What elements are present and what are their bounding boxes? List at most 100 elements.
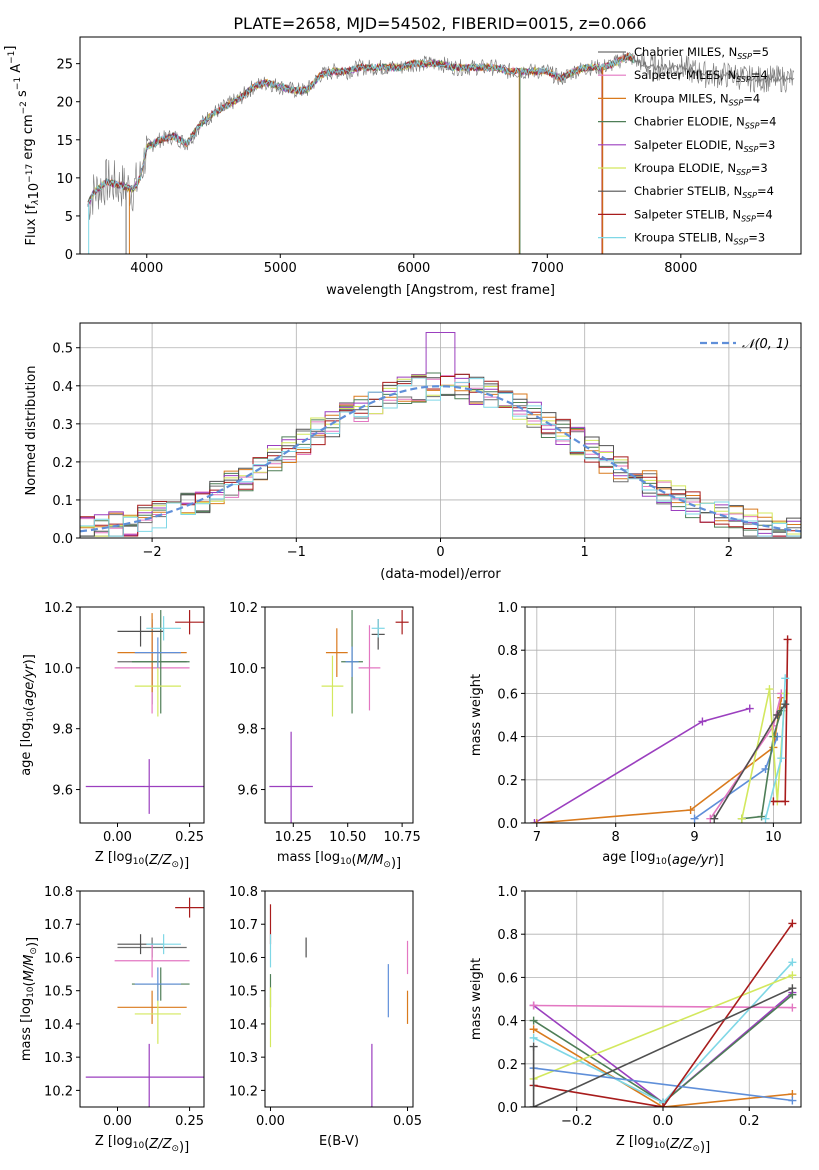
x-tick-label: 10.50 [329,830,366,845]
y-tick-label: 0.4 [497,1015,518,1030]
y-axis-label: mass weight [469,958,484,1040]
panel-age-vs-mass: 10.25 10.50 10.75 9.6 9.8 10.0 10.2 mass [log10… [229,601,421,871]
y-axis-label: Flux [fλ10−17 erg cm−2 s−1 A−1] [3,46,42,246]
x-tick-label: 8 [612,830,620,845]
x-tick-label: 0.00 [103,830,132,845]
y-tick-label: 0.5 [52,342,73,357]
plot-area [85,610,204,814]
plot-area [525,607,801,823]
panel-weight-vs-Z: −0.2 0.0 0.2 0.0 0.2 0.4 0.6 0.8 1.0 Z [log10(Z/Z… [469,885,802,1155]
weight-marker [698,717,707,726]
errorbar-point [395,610,409,635]
y-tick-label: 9.6 [237,784,258,799]
weight-marker [529,1103,538,1107]
weight-marker [788,919,797,928]
weight-marker [532,819,541,823]
y-tick-label: 0.4 [52,380,73,395]
errorbar-point [117,616,164,647]
y-tick-label: 20 [56,96,73,111]
errorbar-point [85,759,204,814]
errorbar-point [321,655,344,717]
y-tick-label: 10.2 [44,1084,73,1099]
y-tick-label: 10.2 [229,1084,258,1099]
spectrum-legend: Chabrier MILES, NSSP=5 Salpeter MILES, NS… [598,45,776,247]
y-tick-label: 0.2 [497,774,518,789]
y-tick-label: 0.2 [497,1058,518,1073]
weight-marker [765,685,774,694]
x-tick-label: 8000 [664,261,697,276]
errorbar-point [134,967,181,1001]
legend-entry-label: Chabrier MILES, NSSP=5 [634,45,769,61]
y-tick-label: 10.8 [44,885,73,900]
x-tick-label: −2 [143,545,162,560]
x-axis-label: age [log10(age/yr)] [602,850,724,868]
y-tick-label: 9.6 [52,784,73,799]
axes-frame [79,322,802,539]
y-axis-label: mass [log10(M/M⊙)] [19,937,40,1061]
weight-series-line [694,736,779,820]
x-axis-label: (data-model)/error [380,567,501,582]
y-tick-label: 10 [56,172,73,187]
errorbar-point [175,897,204,918]
x-tick-label: 2 [725,545,733,560]
legend-entry-label: Chabrier ELODIE, NSSP=4 [634,115,776,131]
weight-marker [529,1025,538,1034]
legend-entry-label: Kroupa ELODIE, NSSP=3 [634,161,768,177]
y-tick-label: 0 [65,248,73,263]
y-tick-label: 0.6 [497,687,518,702]
x-tick-label: 0.00 [256,1114,285,1129]
weight-series-line [534,707,750,823]
weight-marker [788,971,797,980]
legend-entry-label: Kroupa MILES, NSSP=4 [634,91,760,107]
errorbar-point [146,616,181,641]
y-axis-label: mass weight [469,674,484,756]
weight-marker [781,797,790,806]
weight-marker [788,984,797,993]
weight-marker [659,1103,667,1107]
weight-series-line [533,1028,793,1107]
y-axis-label: age [log10(age/yr)] [19,654,37,776]
x-tick-label: 0.05 [393,1114,422,1129]
x-axis-label: Z [log10(Z/Z⊙)] [616,1134,710,1155]
weight-series-line [764,678,786,819]
x-axis-label: Z [log10(Z/Z⊙)] [95,1134,189,1155]
plot-area [525,891,801,1107]
errorbar-point [345,646,359,677]
x-tick-label: 1 [581,545,589,560]
y-tick-label: 0.0 [497,817,518,832]
axes-frame [524,606,802,824]
y-tick-label: 0.8 [497,928,518,943]
weight-marker [690,814,699,823]
x-tick-label: 7000 [531,261,564,276]
weight-series-line [533,1067,793,1102]
weight-marker [781,700,790,709]
y-axis-label: Normed distribution [24,366,39,496]
errorbar-point [114,944,190,978]
histogram-series [80,377,801,538]
legend-entry-label: Salpeter STELIB, NSSP=4 [634,207,773,223]
y-tick-label: 10.5 [44,985,73,1000]
weight-series-line [533,922,794,1107]
x-tick-label: 5000 [264,261,297,276]
y-tick-label: 10.0 [229,662,258,677]
legend-entry-label: Kroupa STELIB, NSSP=3 [634,231,765,247]
y-tick-label: 0.8 [497,644,518,659]
weight-marker [745,704,754,713]
panel-spectrum: 4000 5000 6000 7000 8000 0 5 10 15 20 25 wavelength… [3,36,802,298]
y-tick-label: 10.2 [229,601,258,616]
weight-marker [737,814,746,823]
weight-marker [773,711,782,719]
weight-marker [781,674,790,683]
errorbar-point [371,619,385,638]
y-tick-label: 0.6 [497,971,518,986]
y-tick-label: 0.0 [52,532,73,547]
y-tick-label: 1.0 [497,885,518,900]
y-tick-label: 10.4 [229,1018,258,1033]
y-tick-label: 10.6 [44,951,73,966]
panel-mass-vs-ebv: 0.00 0.05 10.2 10.3 10.4 10.5 10.6 10.7 10.8 E(B-… [229,885,422,1149]
x-tick-label: 0.00 [103,1114,132,1129]
y-tick-label: 10.8 [229,885,258,900]
x-tick-label: 7 [533,830,541,845]
weight-marker [783,635,792,644]
x-tick-label: 6000 [397,261,430,276]
